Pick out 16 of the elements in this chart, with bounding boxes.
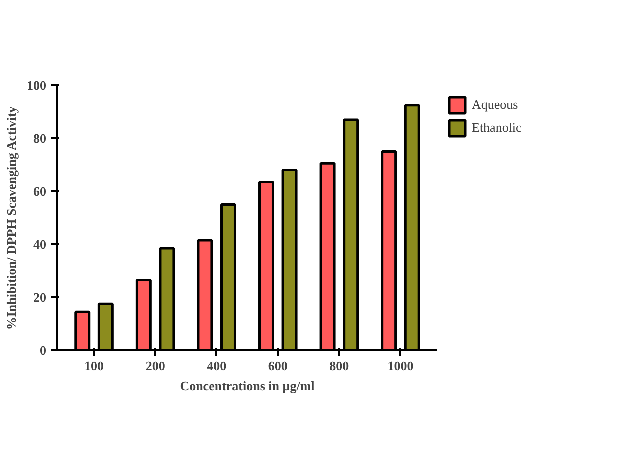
- y-axis-title: %Inhibition/ DPPH Scavenging Activity: [4, 106, 19, 330]
- x-axis-title: Concentrations in µg/ml: [180, 378, 316, 394]
- legend-label: Ethanolic: [472, 120, 522, 136]
- legend-label: Aqueous: [472, 97, 518, 113]
- y-tick-label: 80: [34, 131, 46, 146]
- x-tick-label: 200: [146, 358, 166, 374]
- y-tick-label: 100: [27, 78, 46, 93]
- y-tick-label: 0: [40, 343, 46, 358]
- y-tick-label: 40: [34, 237, 46, 252]
- y-tick-label: 60: [34, 184, 46, 199]
- x-tick-label: 800: [330, 358, 350, 374]
- x-tick-label: 100: [84, 358, 104, 374]
- x-tick-label: 1000: [388, 358, 414, 374]
- x-tick-label: 400: [207, 358, 227, 374]
- x-tick-label: 600: [268, 358, 288, 374]
- y-tick-label: 20: [34, 290, 46, 305]
